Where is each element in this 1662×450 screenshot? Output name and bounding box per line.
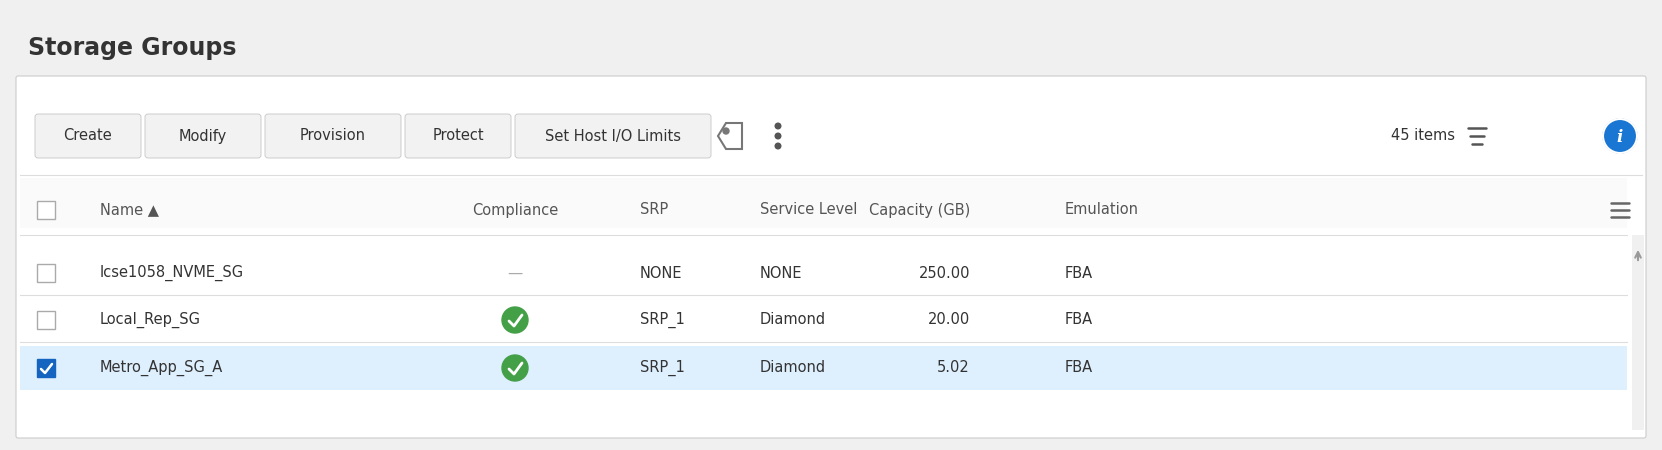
Text: SRP_1: SRP_1: [640, 360, 685, 376]
Text: NONE: NONE: [640, 266, 683, 280]
Text: Protect: Protect: [432, 129, 484, 144]
Text: Diamond: Diamond: [760, 360, 826, 375]
FancyBboxPatch shape: [20, 251, 1627, 295]
Circle shape: [502, 307, 529, 333]
Text: Diamond: Diamond: [760, 312, 826, 328]
Text: 20.00: 20.00: [927, 312, 971, 328]
Text: 250.00: 250.00: [919, 266, 971, 280]
FancyBboxPatch shape: [20, 178, 1627, 228]
Text: i: i: [1617, 129, 1624, 145]
Circle shape: [1604, 119, 1637, 153]
Text: Local_Rep_SG: Local_Rep_SG: [100, 312, 201, 328]
Text: FBA: FBA: [1065, 266, 1094, 280]
FancyBboxPatch shape: [264, 114, 401, 158]
Circle shape: [774, 143, 781, 149]
FancyBboxPatch shape: [17, 76, 1645, 438]
Text: —: —: [507, 266, 522, 280]
FancyBboxPatch shape: [515, 114, 711, 158]
Text: Compliance: Compliance: [472, 202, 558, 217]
Text: Capacity (GB): Capacity (GB): [869, 202, 971, 217]
FancyBboxPatch shape: [145, 114, 261, 158]
Text: Emulation: Emulation: [1065, 202, 1138, 217]
FancyBboxPatch shape: [20, 346, 1627, 390]
FancyBboxPatch shape: [37, 311, 55, 329]
Circle shape: [774, 123, 781, 129]
FancyBboxPatch shape: [37, 359, 55, 377]
Text: 5.02: 5.02: [937, 360, 971, 375]
FancyBboxPatch shape: [37, 264, 55, 282]
Text: Service Level: Service Level: [760, 202, 858, 217]
FancyBboxPatch shape: [35, 114, 141, 158]
Text: FBA: FBA: [1065, 360, 1094, 375]
Text: Icse1058_NVME_SG: Icse1058_NVME_SG: [100, 265, 244, 281]
Text: FBA: FBA: [1065, 312, 1094, 328]
Text: Name ▲: Name ▲: [100, 202, 160, 217]
FancyBboxPatch shape: [406, 114, 510, 158]
Text: Set Host I/O Limits: Set Host I/O Limits: [545, 129, 681, 144]
Circle shape: [774, 133, 781, 139]
Text: Provision: Provision: [301, 129, 366, 144]
Text: Storage Groups: Storage Groups: [28, 36, 236, 60]
Text: Modify: Modify: [179, 129, 228, 144]
Text: SRP_1: SRP_1: [640, 312, 685, 328]
Text: 45 items: 45 items: [1391, 129, 1454, 144]
FancyBboxPatch shape: [20, 298, 1627, 342]
Text: SRP: SRP: [640, 202, 668, 217]
FancyBboxPatch shape: [37, 201, 55, 219]
Circle shape: [723, 128, 730, 134]
Text: Metro_App_SG_A: Metro_App_SG_A: [100, 360, 223, 376]
Text: NONE: NONE: [760, 266, 803, 280]
Text: Create: Create: [63, 129, 113, 144]
Circle shape: [502, 355, 529, 381]
FancyBboxPatch shape: [1632, 235, 1644, 430]
